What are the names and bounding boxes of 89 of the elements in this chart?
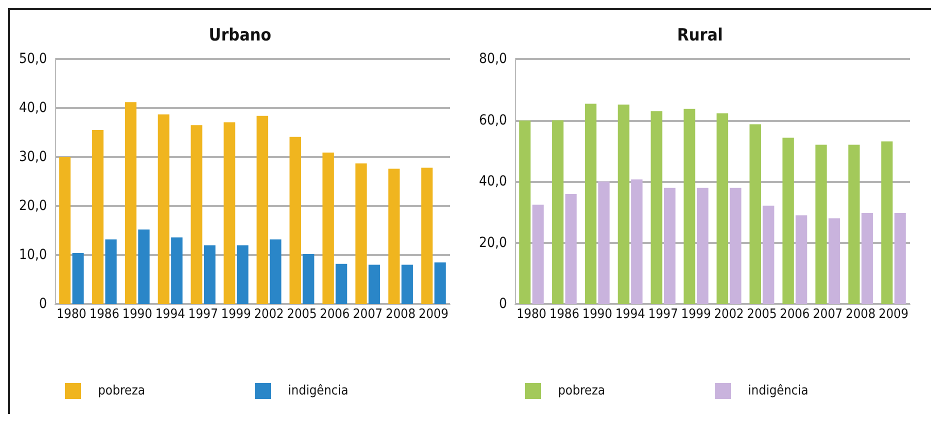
bar — [434, 262, 446, 304]
x-tick-label: 2007 — [812, 307, 843, 322]
bar — [696, 188, 708, 304]
bar — [650, 111, 662, 304]
bar — [105, 239, 117, 304]
x-tick-label: 1980 — [56, 307, 86, 322]
bar — [158, 114, 170, 304]
y-tick-label: 20,0 — [18, 198, 47, 214]
bar — [72, 253, 84, 304]
bar — [565, 194, 577, 304]
x-tick-label: 2006 — [320, 307, 350, 322]
y-tick-label: 0 — [38, 296, 47, 312]
bar — [224, 122, 236, 304]
bar — [401, 264, 413, 304]
bar — [861, 213, 873, 304]
bar — [730, 188, 742, 304]
x-tick-label: 1999 — [221, 307, 251, 322]
x-tick-label: 1990 — [122, 307, 152, 322]
y-tick-label: 60,0 — [478, 112, 507, 128]
bar — [894, 213, 906, 304]
bar — [716, 113, 728, 304]
bar — [388, 168, 400, 304]
x-tick-label: 2002 — [714, 307, 744, 322]
bar — [171, 237, 183, 304]
bar — [236, 245, 248, 304]
x-tick-label: 2009 — [878, 307, 908, 322]
x-tick-label: 2005 — [286, 307, 317, 322]
x-tick-label: 2006 — [780, 307, 810, 322]
bar — [828, 218, 840, 304]
x-tick-label: 1999 — [681, 307, 711, 322]
bar — [631, 179, 643, 304]
legend-label: pobreza — [558, 384, 606, 398]
x-tick-label: 2008 — [846, 307, 876, 322]
bar — [750, 124, 762, 304]
bar — [881, 141, 893, 304]
y-tick-label: 20,0 — [478, 234, 507, 251]
bar — [355, 163, 367, 304]
bar — [664, 188, 676, 304]
bar — [815, 144, 827, 304]
legend-label: indigência — [288, 384, 348, 398]
bar — [368, 264, 380, 304]
y-tick-label: 40,0 — [478, 174, 507, 190]
x-tick-label: 1980 — [516, 307, 546, 322]
bar — [336, 264, 348, 304]
x-tick-label: 1986 — [89, 307, 120, 322]
bar — [532, 204, 544, 304]
chart-title: Rural — [677, 26, 723, 46]
x-tick-label: 1994 — [155, 307, 186, 322]
bar — [762, 206, 774, 304]
bar — [138, 230, 150, 304]
y-tick-label: 80,0 — [478, 51, 507, 67]
bar — [421, 168, 433, 304]
legend-label: pobreza — [98, 384, 146, 398]
x-tick-label: 2008 — [386, 307, 416, 322]
y-tick-label: 10,0 — [18, 247, 47, 263]
x-tick-label: 1990 — [582, 307, 612, 322]
bar — [124, 102, 136, 304]
bar — [190, 125, 202, 304]
x-tick-label: 2005 — [746, 307, 777, 322]
bar — [270, 239, 282, 304]
x-tick-label: 2002 — [254, 307, 284, 322]
bar — [618, 104, 630, 304]
bar — [59, 157, 71, 304]
bar — [684, 108, 696, 304]
y-tick-label: 50,0 — [18, 51, 47, 67]
bar — [204, 245, 216, 304]
bar — [256, 116, 268, 304]
bar — [519, 120, 531, 304]
legend-label: indigência — [748, 384, 808, 398]
bar — [302, 254, 314, 304]
bar — [92, 130, 104, 304]
y-tick-label: 40,0 — [18, 100, 47, 116]
x-tick-label: 1986 — [549, 307, 580, 322]
x-tick-label: 1997 — [188, 307, 218, 322]
chart-title: Urbano — [208, 26, 272, 46]
x-tick-label: 1994 — [615, 307, 646, 322]
y-tick-label: 0 — [498, 296, 507, 312]
bar — [848, 144, 860, 304]
x-tick-label: 1997 — [648, 307, 678, 322]
bar — [796, 215, 808, 304]
bar — [552, 120, 564, 304]
y-tick-label: 30,0 — [18, 149, 47, 165]
x-tick-label: 2007 — [352, 307, 383, 322]
x-tick-label: 2009 — [418, 307, 448, 322]
bar — [290, 136, 302, 304]
bar — [598, 182, 610, 304]
bar — [782, 138, 794, 304]
bar — [322, 152, 334, 304]
bar — [584, 104, 596, 304]
